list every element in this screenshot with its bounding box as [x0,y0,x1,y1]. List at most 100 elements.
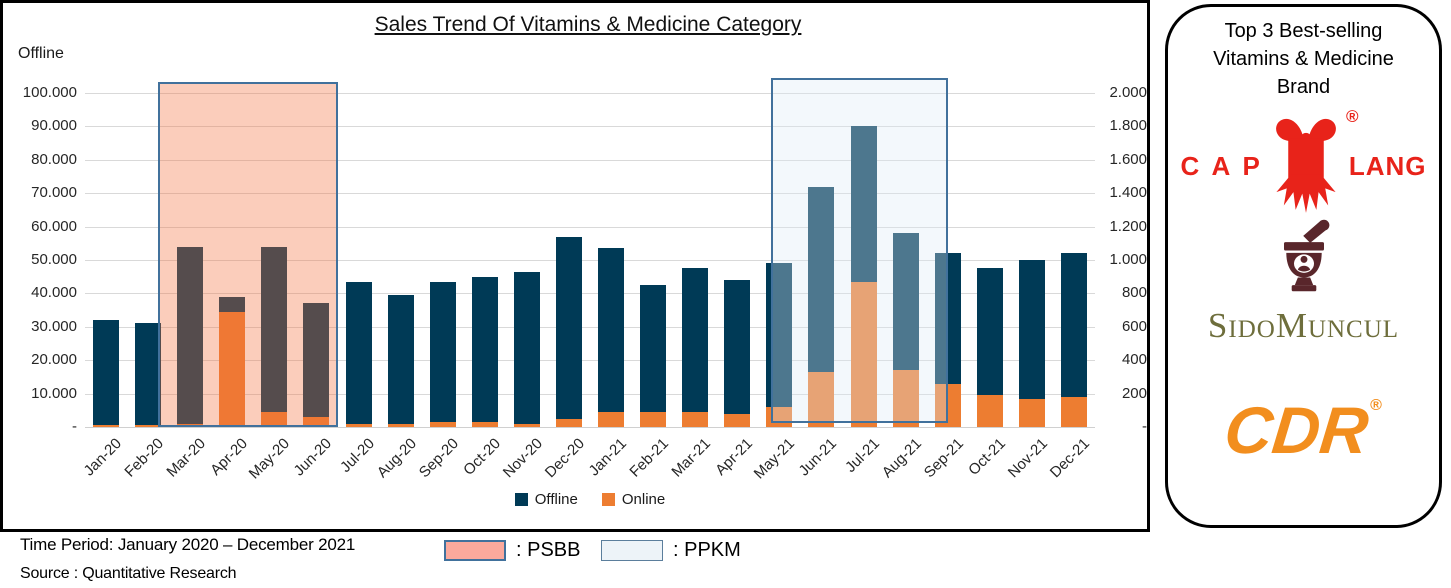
bar-offline-Nov-20 [513,271,540,427]
right-axis-tick: - [1142,418,1147,435]
right-axis-tick: 1.000 [1109,251,1147,268]
caplang-registered-mark: ® [1346,107,1359,126]
bar-online-Jun-20 [303,416,330,427]
legend-online-label: Online [621,491,666,508]
left-axis-tick: 60.000 [31,217,77,235]
left-axis-tick: - [72,418,77,435]
x-tick-label-Mar-21: Mar-21 [668,435,715,481]
bar-online-Sep-20 [429,421,456,427]
x-tick-label-Jul-20: Jul-20 [336,435,378,476]
x-tick-label-Dec-21: Dec-21 [1046,435,1093,482]
bar-online-Jul-20 [345,423,372,427]
left-axis-tick: 90.000 [31,117,77,135]
bar-offline-Jul-20 [345,281,372,427]
psbb-legend-swatch [444,540,506,561]
bar-offline-May-20 [261,246,288,427]
right-axis-tick: 1.800 [1109,117,1147,135]
bar-online-May-20 [261,411,288,427]
bar-offline-Sep-20 [429,281,456,427]
x-tick-label-Dec-20: Dec-20 [541,435,588,482]
panel-title-line2: Vitamins & Medicine [1213,48,1394,70]
bar-online-Jan-21 [598,411,625,427]
top-brands-panel: Top 3 Best-selling Vitamins & Medicine B… [1165,4,1442,528]
x-tick-label-Feb-21: Feb-21 [626,435,673,481]
ppkm-legend-swatch [601,540,663,561]
caplang-cap-text: C A P [1180,150,1263,181]
bar-offline-Dec-20 [555,236,582,427]
gridline [85,293,1095,295]
chart-title: Sales Trend Of Vitamins & Medicine Categ… [374,13,802,36]
legend-offline-label: Offline [534,491,578,508]
bar-online-Jan-20 [93,425,120,427]
online-swatch [601,493,615,506]
x-tick-label-Jun-20: Jun-20 [291,435,336,480]
brand-cdr: CDR ® [1168,393,1439,467]
bar-offline-May-21 [766,263,793,427]
gridline [85,393,1095,395]
gridline [85,126,1095,128]
bar-online-Nov-21 [1018,398,1045,427]
right-axis-tick: 200 [1121,384,1147,402]
gridline [85,159,1095,161]
brand-cap-lang: C A P LANG ® [1168,107,1439,225]
bar-offline-Feb-20 [135,323,162,427]
bar-online-Dec-20 [555,418,582,427]
caplang-eagle-icon [1269,114,1343,219]
bar-online-Aug-20 [387,424,414,427]
brand-sido-muncul: SidoMuncul [1168,219,1439,344]
bar-offline-Feb-21 [640,285,667,427]
left-axis-tick: 20.000 [31,351,77,369]
bar-offline-Jun-20 [303,303,330,427]
gridline [85,360,1095,362]
x-tick-label-Oct-21: Oct-21 [964,435,1009,479]
cdr-wordmark: CDR [1221,393,1372,467]
left-axis-title: Offline [18,45,64,62]
bar-online-Oct-21 [976,395,1003,427]
psbb-legend-label: : PSBB [516,539,581,561]
x-tick-label-Aug-21: Aug-21 [878,435,925,482]
bar-offline-Mar-20 [177,246,204,427]
left-axis-tick: 70.000 [31,184,77,202]
gridline [85,93,1095,94]
ppkm-highlight-region [771,78,948,423]
right-axis-tick: 1.200 [1109,217,1147,235]
panel-title-line1: Top 3 Best-selling [1224,20,1383,42]
bar-online-Mar-21 [682,411,709,427]
legend-item-online: Online [601,491,666,508]
caplang-lang-text: LANG [1348,150,1427,181]
ppkm-legend: : PPKM [601,539,741,562]
sido-mortar-pestle-icon [1273,219,1335,303]
left-axis-tick: 80.000 [31,150,77,168]
psbb-legend: : PSBB [444,539,580,562]
source-note: Source : Quantitative Research [20,565,237,582]
x-tick-label-May-20: May-20 [245,435,294,483]
bar-online-Apr-21 [724,413,751,427]
bar-online-Feb-20 [135,425,162,427]
gridline [85,260,1095,261]
bar-offline-Apr-21 [724,280,751,427]
x-tick-label-May-21: May-21 [750,435,799,483]
x-tick-label-Jul-21: Jul-21 [841,435,883,476]
x-axis-line [85,427,1095,428]
series-legend: Offline Online [85,491,1095,508]
x-tick-label-Aug-20: Aug-20 [373,435,420,482]
bar-offline-Oct-20 [471,276,498,427]
bar-online-Apr-20 [219,311,246,427]
bar-offline-Mar-21 [682,268,709,427]
left-axis-tick: 50.000 [31,251,77,268]
time-period-note: Time Period: January 2020 – December 202… [20,535,356,554]
x-tick-label-Nov-20: Nov-20 [499,435,546,482]
bar-online-Oct-20 [471,421,498,427]
x-tick-label-Sep-21: Sep-21 [920,435,967,482]
left-axis-tick: 10.000 [31,384,77,402]
right-axis-tick: 2.000 [1109,84,1147,101]
panel-title: Top 3 Best-selling Vitamins & Medicine B… [1168,17,1439,101]
sales-trend-chart: Sales Trend Of Vitamins & Medicine Categ… [0,0,1150,532]
x-tick-label-Feb-20: Feb-20 [121,435,168,481]
offline-swatch [514,493,528,506]
panel-title-line3: Brand [1276,76,1331,98]
legend-item-offline: Offline [514,491,578,508]
x-tick-label-Apr-21: Apr-21 [712,435,757,479]
bar-offline-Jan-21 [598,248,625,427]
x-tick-label-Mar-20: Mar-20 [163,435,210,481]
